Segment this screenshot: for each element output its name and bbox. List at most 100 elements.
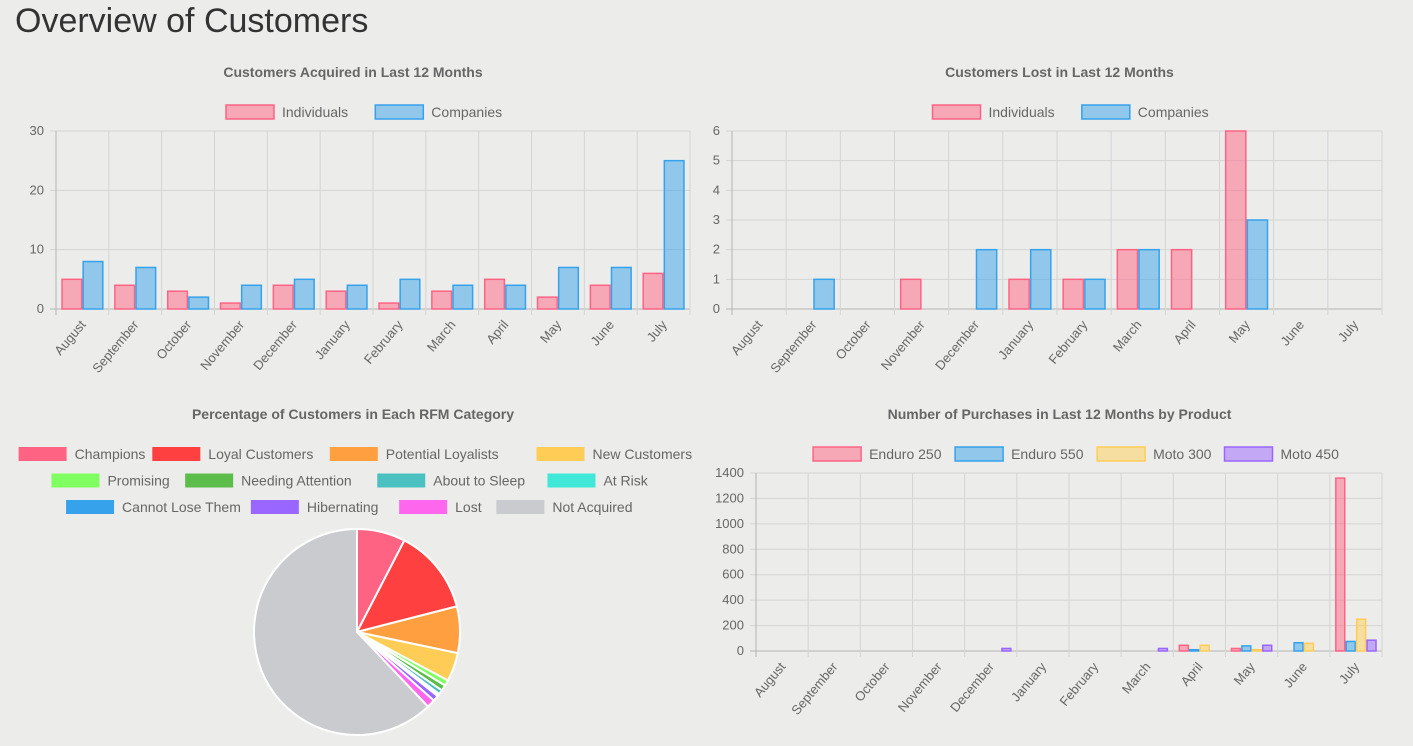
bar-companies-september	[135, 266, 157, 310]
legend-swatch-enduro-550	[954, 446, 1004, 462]
y-tick-label: 0	[737, 643, 744, 658]
legend-swatch-moto-300	[1096, 446, 1146, 462]
x-tick-label: August	[751, 659, 789, 700]
x-tick-label: April	[1171, 317, 1199, 347]
bar-companies-july	[663, 159, 685, 310]
legend-swatch-needing-attention	[185, 473, 234, 488]
bar-individuals-january	[1008, 278, 1030, 310]
bar-enduro-550-april	[1188, 648, 1200, 652]
y-tick-label: 400	[722, 592, 744, 607]
bar-moto-450-may	[1262, 644, 1273, 652]
legend-swatch-loyal-customers	[152, 447, 201, 461]
bar-individuals-november	[219, 302, 241, 310]
x-tick-label: December	[932, 317, 982, 373]
legend-swatch-cannot-lose-them	[66, 500, 115, 514]
x-tick-label: July	[1336, 659, 1363, 687]
chart-title: Customers Acquired in Last 12 Months	[223, 64, 483, 80]
chart-purchases-by-product: Number of Purchases in Last 12 Months by…	[715, 406, 1383, 718]
bar-enduro-250-april	[1178, 644, 1189, 652]
x-tick-label: October	[832, 317, 874, 363]
legend-swatch-promising	[51, 473, 100, 488]
bar-moto-450-march	[1157, 647, 1169, 652]
bar-companies-february	[399, 278, 421, 310]
bar-individuals-september	[114, 284, 136, 310]
pie-slice-not-acquired	[253, 527, 430, 736]
x-tick-label: January	[995, 317, 1037, 362]
bar-enduro-550-july	[1345, 640, 1356, 652]
x-tick-label: December	[947, 659, 997, 715]
x-tick-label: June	[1280, 659, 1310, 690]
legend-label-at-risk: At Risk	[603, 473, 648, 489]
x-tick-label: July	[1335, 317, 1362, 345]
legend-swatch-enduro-250	[812, 446, 862, 462]
legend-swatch-moto-450	[1223, 446, 1274, 462]
bar-individuals-august	[61, 278, 83, 310]
bar-individuals-february	[1062, 278, 1085, 310]
x-tick-label: March	[1119, 659, 1154, 696]
y-tick-label: 0	[37, 301, 44, 316]
bar-moto-450-december	[1001, 647, 1012, 652]
legend-swatch-hibernating	[250, 500, 299, 514]
y-tick-label: 10	[30, 242, 44, 257]
bar-individuals-april	[1170, 248, 1193, 310]
legend-label-loyal-customers: Loyal Customers	[208, 446, 313, 462]
x-tick-label: September	[788, 659, 841, 718]
legend-label-individuals: Individuals	[989, 104, 1055, 120]
chart-title: Number of Purchases in Last 12 Months by…	[888, 406, 1232, 422]
legend-label-companies: Companies	[1138, 104, 1209, 120]
legend-label-new-customers: New Customers	[593, 446, 693, 462]
legend-label-lost: Lost	[455, 499, 482, 515]
bar-enduro-550-may	[1241, 645, 1252, 652]
x-tick-label: May	[1226, 317, 1254, 346]
bar-individuals-february	[378, 302, 400, 310]
chart-customers-acquired: Customers Acquired in Last 12 Months Indi…	[30, 64, 691, 376]
legend-label-enduro-250: Enduro 250	[869, 446, 942, 462]
legend-swatch-at-risk	[547, 473, 596, 488]
bar-individuals-october	[166, 290, 189, 310]
x-tick-label: March	[424, 317, 459, 354]
bar-companies-march	[1138, 248, 1160, 310]
y-tick-label: 5	[713, 153, 720, 168]
bar-companies-december	[975, 248, 998, 310]
bar-enduro-550-june	[1293, 641, 1304, 652]
x-tick-label: May	[537, 317, 565, 346]
legend-swatch-about-to-sleep	[377, 473, 426, 488]
bar-moto-300-may	[1251, 648, 1263, 652]
bar-companies-june	[610, 266, 632, 310]
legend-swatch-champions	[18, 447, 67, 461]
bar-companies-december	[293, 278, 315, 310]
y-tick-label: 20	[30, 182, 44, 197]
bar-individuals-november	[899, 278, 922, 310]
y-tick-label: 1400	[715, 465, 744, 480]
legend-swatch-not-acquired	[496, 500, 545, 514]
y-tick-label: 30	[30, 123, 44, 138]
x-tick-label: February	[1056, 659, 1101, 709]
x-tick-label: November	[878, 317, 928, 373]
y-tick-label: 6	[713, 123, 720, 138]
y-tick-label: 800	[722, 541, 744, 556]
x-tick-label: October	[153, 317, 195, 363]
y-tick-label: 1	[713, 271, 720, 286]
y-tick-label: 3	[713, 212, 720, 227]
bar-companies-may	[557, 266, 580, 310]
legend-label-moto-450: Moto 450	[1281, 446, 1340, 462]
bar-individuals-march	[1116, 248, 1139, 310]
legend-label-needing-attention: Needing Attention	[241, 473, 352, 489]
bar-individuals-may	[1224, 130, 1247, 310]
x-tick-label: August	[728, 317, 766, 358]
x-tick-label: January	[1008, 659, 1050, 704]
legend-label-moto-300: Moto 300	[1153, 446, 1212, 462]
y-tick-label: 600	[722, 567, 744, 582]
bar-companies-november	[240, 284, 263, 310]
legend-label-promising: Promising	[107, 473, 169, 489]
legend-swatch-companies	[374, 104, 425, 120]
x-tick-label: October	[851, 659, 893, 705]
page-title: Overview of Customers	[15, 2, 369, 40]
bar-companies-april	[505, 284, 527, 310]
bar-companies-october	[188, 296, 210, 310]
bar-companies-september	[813, 278, 835, 310]
x-tick-label: June	[1277, 317, 1307, 348]
legend-label-cannot-lose-them: Cannot Lose Them	[122, 499, 241, 515]
chart-customers-lost: Customers Lost in Last 12 Months Individu…	[713, 64, 1383, 376]
bar-companies-march	[452, 284, 474, 310]
